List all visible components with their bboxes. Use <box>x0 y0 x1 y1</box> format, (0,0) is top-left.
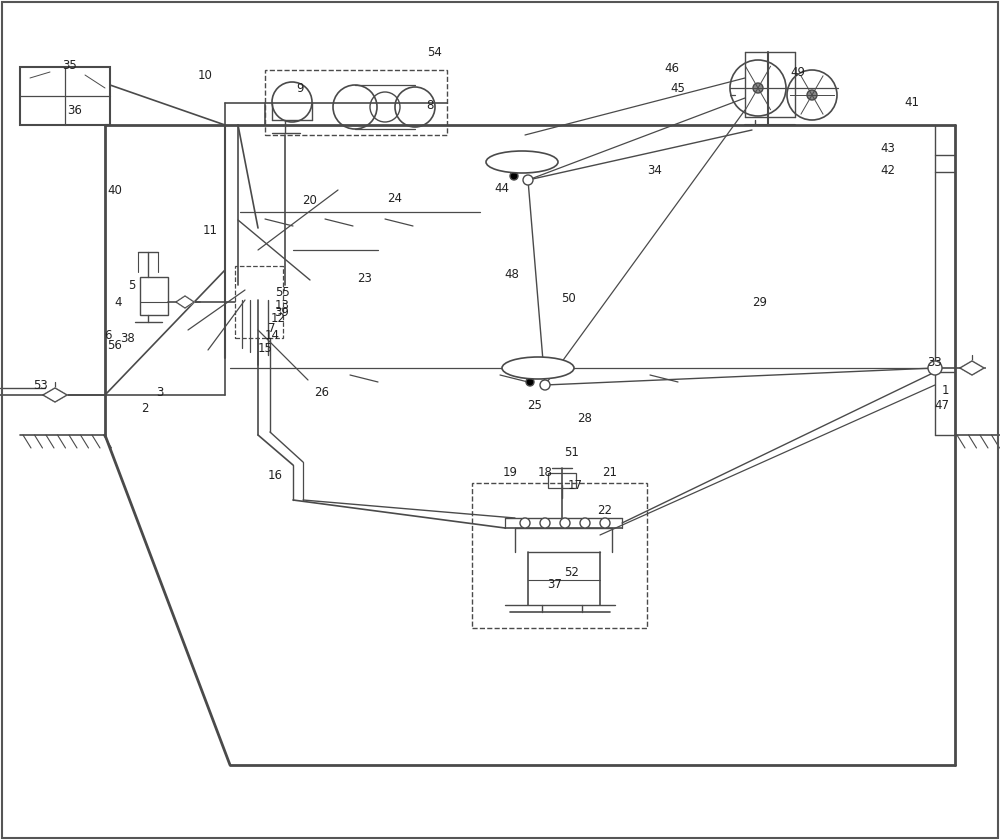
Circle shape <box>540 380 550 390</box>
Text: 18: 18 <box>538 465 552 479</box>
Text: 48: 48 <box>505 269 519 281</box>
Text: 24: 24 <box>388 192 403 204</box>
Text: 43: 43 <box>881 141 895 155</box>
Bar <box>548 473 576 488</box>
Text: 11: 11 <box>203 223 218 237</box>
Text: 20: 20 <box>303 193 317 207</box>
Text: 34: 34 <box>648 164 662 176</box>
Text: 21: 21 <box>602 465 618 479</box>
Circle shape <box>520 518 530 528</box>
Text: 29: 29 <box>753 296 768 308</box>
Text: 53: 53 <box>33 379 47 391</box>
Text: 46: 46 <box>664 61 680 75</box>
Polygon shape <box>960 361 984 375</box>
Text: 12: 12 <box>271 312 286 324</box>
Circle shape <box>560 518 570 528</box>
Text: 26: 26 <box>315 386 330 398</box>
Text: 23: 23 <box>358 271 372 285</box>
Text: 14: 14 <box>265 328 280 342</box>
Polygon shape <box>176 296 194 308</box>
Circle shape <box>928 361 942 375</box>
Text: 44: 44 <box>494 181 510 195</box>
Circle shape <box>580 518 590 528</box>
Circle shape <box>600 518 610 528</box>
Polygon shape <box>43 388 67 402</box>
Text: 51: 51 <box>565 445 579 459</box>
Circle shape <box>523 175 533 185</box>
Text: 42: 42 <box>881 164 896 176</box>
Text: 41: 41 <box>904 96 919 108</box>
Text: 19: 19 <box>503 465 518 479</box>
Polygon shape <box>176 296 194 308</box>
Ellipse shape <box>502 357 574 379</box>
Bar <box>472 483 647 628</box>
Text: 28: 28 <box>578 412 592 424</box>
Ellipse shape <box>486 151 558 173</box>
Text: 2: 2 <box>141 402 149 414</box>
Circle shape <box>753 83 763 93</box>
Bar <box>265 70 447 135</box>
Text: 55: 55 <box>275 286 289 298</box>
Circle shape <box>526 378 534 386</box>
Bar <box>235 266 283 338</box>
Text: 35: 35 <box>63 59 77 71</box>
Circle shape <box>807 90 817 100</box>
Text: 4: 4 <box>114 296 122 308</box>
Text: 1: 1 <box>941 384 949 396</box>
Polygon shape <box>960 361 984 375</box>
Text: 22: 22 <box>598 503 612 517</box>
Text: 39: 39 <box>275 306 289 318</box>
Text: 9: 9 <box>296 81 304 95</box>
Text: 37: 37 <box>548 579 562 591</box>
Circle shape <box>510 172 518 180</box>
Bar <box>20 67 110 125</box>
Text: 16: 16 <box>268 469 283 481</box>
Text: 40: 40 <box>108 183 122 197</box>
Text: 15: 15 <box>258 342 272 354</box>
Text: 6: 6 <box>104 328 112 342</box>
Text: 52: 52 <box>565 565 579 579</box>
Text: 33: 33 <box>928 355 942 369</box>
Text: 13: 13 <box>275 298 289 312</box>
Text: 36: 36 <box>68 103 82 117</box>
Bar <box>140 277 168 315</box>
Text: 38: 38 <box>121 332 135 344</box>
Text: 25: 25 <box>528 398 542 412</box>
Text: 56: 56 <box>108 339 122 351</box>
Text: 54: 54 <box>428 45 442 59</box>
Text: 47: 47 <box>934 398 950 412</box>
Text: 45: 45 <box>671 81 685 95</box>
Text: 10: 10 <box>198 69 212 81</box>
Text: 5: 5 <box>128 279 136 291</box>
Text: 3: 3 <box>156 386 164 398</box>
Text: 17: 17 <box>568 479 582 491</box>
Text: 50: 50 <box>561 291 575 305</box>
Polygon shape <box>43 388 67 402</box>
Circle shape <box>540 518 550 528</box>
Text: 49: 49 <box>790 66 806 78</box>
Text: 8: 8 <box>426 98 434 112</box>
Text: 7: 7 <box>268 322 276 334</box>
